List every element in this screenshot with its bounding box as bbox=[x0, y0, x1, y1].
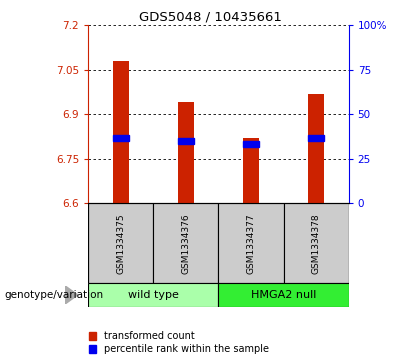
Bar bbox=[284, 203, 349, 283]
Text: GSM1334376: GSM1334376 bbox=[181, 213, 190, 274]
Bar bbox=[178, 102, 194, 203]
Bar bbox=[218, 203, 284, 283]
Text: GSM1334377: GSM1334377 bbox=[247, 213, 255, 274]
Polygon shape bbox=[65, 286, 78, 304]
Text: GSM1334378: GSM1334378 bbox=[312, 213, 320, 274]
Text: genotype/variation: genotype/variation bbox=[4, 290, 103, 300]
Bar bbox=[218, 283, 349, 307]
Bar bbox=[308, 94, 324, 203]
Bar bbox=[113, 135, 129, 141]
Text: HMGA2 null: HMGA2 null bbox=[251, 290, 316, 300]
Text: wild type: wild type bbox=[128, 290, 179, 300]
Bar bbox=[308, 135, 324, 141]
Bar bbox=[178, 138, 194, 144]
Bar bbox=[88, 203, 153, 283]
Text: GDS5048 / 10435661: GDS5048 / 10435661 bbox=[139, 11, 281, 24]
Bar bbox=[243, 138, 259, 203]
Bar bbox=[113, 61, 129, 203]
Bar bbox=[88, 283, 218, 307]
Legend: transformed count, percentile rank within the sample: transformed count, percentile rank withi… bbox=[85, 327, 273, 358]
Text: GSM1334375: GSM1334375 bbox=[116, 213, 125, 274]
Bar bbox=[243, 141, 259, 147]
Bar bbox=[153, 203, 218, 283]
